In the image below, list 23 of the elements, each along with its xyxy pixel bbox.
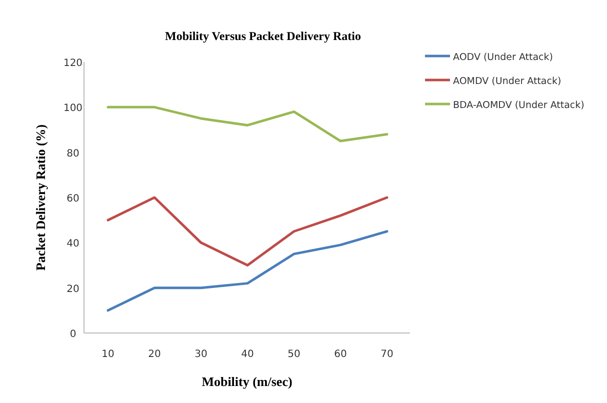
x-tick-label: 20 — [148, 349, 161, 360]
x-tick-label: 30 — [194, 349, 208, 360]
y-tick-label: 20 — [66, 284, 80, 295]
x-tick-label: 10 — [102, 349, 114, 360]
x-tick-label: 40 — [241, 349, 254, 360]
y-tick-label: 60 — [66, 194, 80, 204]
legend-label: AODV (Under Attack) — [453, 52, 553, 63]
x-tick-label: 70 — [380, 349, 394, 360]
line-series — [106, 196, 388, 266]
legend-label: AOMDV (Under Attack) — [453, 76, 562, 87]
legend-label: BDA-AOMDV (Under Attack) — [453, 100, 584, 111]
line-series — [106, 230, 388, 312]
x-tick-label: 50 — [288, 349, 300, 360]
y-tick-label: 80 — [66, 148, 80, 160]
line-series — [106, 106, 388, 142]
y-axis-title: Packet Delivery Ratio (%) — [33, 124, 48, 271]
y-tick-label: 100 — [63, 103, 83, 114]
x-tick-label: 60 — [334, 349, 347, 360]
x-axis-title: Mobility (m/sec) — [202, 374, 292, 389]
chart-title: Mobility Versus Packet Delivery Ratio — [165, 29, 361, 43]
y-tick-label: 40 — [66, 238, 80, 250]
y-tick-label: 120 — [63, 58, 83, 69]
y-tick-label: 0 — [70, 329, 76, 340]
